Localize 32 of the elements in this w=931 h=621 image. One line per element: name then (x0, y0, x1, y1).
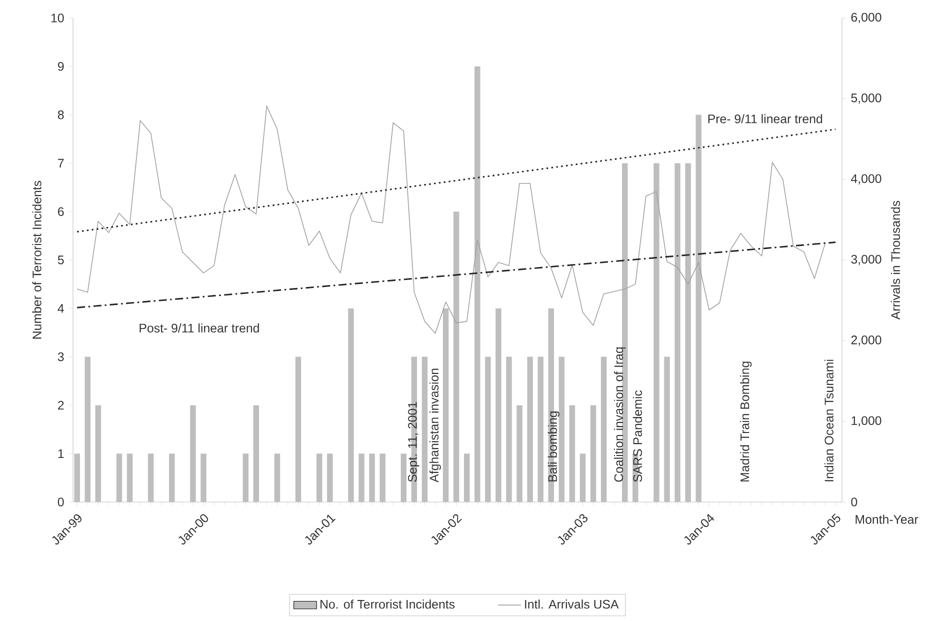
y-tick-label: 3 (58, 352, 64, 362)
y-tick-label: 10 (51, 14, 64, 22)
annotation: Afghanistan invasion (429, 368, 441, 482)
legend-label: Intl. Arrivals USA (525, 600, 619, 609)
annotation: Bali bombing (548, 412, 560, 482)
y-tick-label: 9 (58, 62, 64, 71)
series-label: Post- 9/11 linear trend (140, 323, 259, 333)
annotation: SARS Pandemic (632, 390, 642, 482)
y2-tick-label: 5,000 (851, 94, 882, 104)
y-tick-label: 8 (58, 110, 64, 120)
y-tick-label: 5 (58, 256, 64, 264)
y-tick-label: 0 (58, 498, 64, 506)
y2-tick-label: 6,000 (851, 12, 882, 24)
y2-tick-label: 4,000 (851, 174, 882, 184)
annotation: Madrid Train Bombing (740, 362, 752, 482)
series-label: Pre- 9/11 linear trend (708, 114, 822, 124)
y2-tick-label: 2,000 (851, 336, 882, 346)
x-axis-title: Month-Year (856, 514, 918, 524)
y-tick-label: 6 (58, 207, 64, 216)
y2-tick-label: 1,000 (852, 416, 882, 426)
y-tick-label: 7 (58, 158, 64, 168)
annotation: Sept. 11, 2001 (408, 402, 420, 482)
y-axis-title: Number of Terrorist Incidents (32, 180, 42, 339)
y-tick-label: 4 (58, 304, 64, 313)
annotation: Coalition invasion of Iraq (614, 347, 626, 482)
y2-tick-label: 3,000 (851, 254, 882, 266)
y-tick-label: 2 (58, 400, 64, 410)
y2-axis-title: Arrivals in Thousands (890, 200, 900, 320)
y-tick-label: 1 (58, 449, 64, 458)
annotation: Indian Ocean Tsunami (824, 360, 834, 482)
legend-label: No. of Terrorist Incidents (320, 600, 455, 609)
y2-tick-label: 0 (851, 498, 858, 506)
